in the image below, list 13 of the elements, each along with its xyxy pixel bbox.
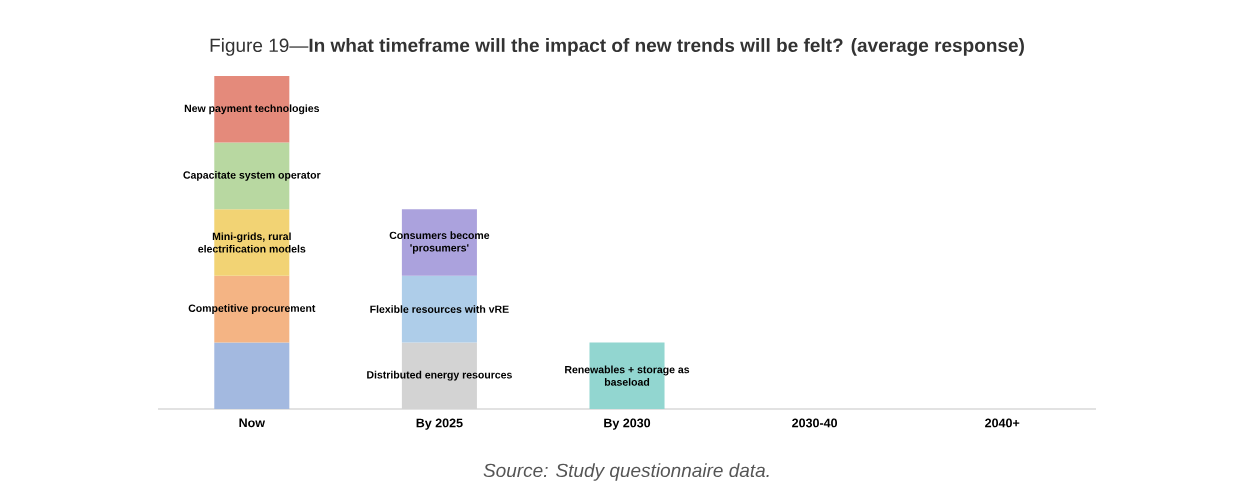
series-label: Competitive procurement (188, 304, 316, 314)
x-tick-label: 2040+ (985, 418, 1020, 428)
source-note: Source: Study questionnaire data. (483, 463, 769, 481)
x-tick-label: By 2025 (416, 418, 463, 430)
series-label: Consumers become 'prosumers' (389, 231, 490, 254)
series-label: Renewables + storage as baseload (565, 365, 690, 386)
series-label: Capacitate system operator (183, 171, 321, 181)
chart-title: Figure 19—In what timeframe will the impact of new trends will be felt? (average response) (210, 38, 1024, 56)
x-tick-label: By 2030 (604, 418, 651, 430)
series-label: Distributed energy resources (367, 370, 512, 381)
x-tick-label: 2030-40 (792, 418, 838, 428)
x-tick-label: Now (239, 418, 266, 428)
series-label: Flexible resources with vRE (370, 305, 509, 313)
